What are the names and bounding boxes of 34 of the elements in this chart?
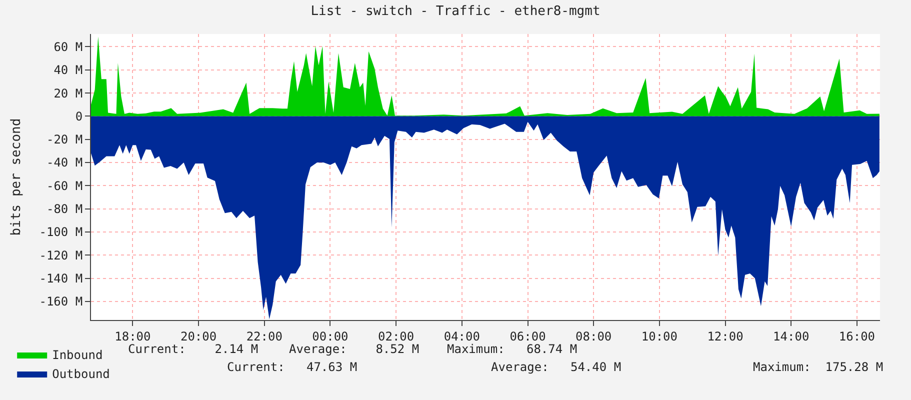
text: Current: 2.14 M bbox=[128, 342, 258, 356]
x-tick-label: 04:00 bbox=[444, 329, 480, 344]
y-tick-label: -120 M bbox=[39, 248, 83, 262]
x-tick-label: 14:00 bbox=[773, 329, 810, 344]
text: Average: 8.52 M bbox=[289, 342, 420, 356]
legend-label: Inbound bbox=[52, 348, 103, 362]
x-tick-label: 00:00 bbox=[312, 329, 348, 344]
y-tick-label: 40 M bbox=[54, 63, 83, 78]
text: Average: 54.40 M bbox=[491, 360, 622, 374]
x-tick-label: 22:00 bbox=[246, 329, 282, 344]
y-tick-label: -160 M bbox=[39, 294, 83, 309]
y-tick-label: -40 M bbox=[46, 156, 83, 170]
text: Maximum: 175.28 M bbox=[753, 360, 884, 374]
y-tick-label: -20 M bbox=[46, 132, 83, 147]
y-tick-label: 20 M bbox=[54, 86, 83, 100]
text: Maximum: 68.74 M bbox=[447, 342, 578, 356]
y-tick-label: -60 M bbox=[46, 178, 83, 193]
x-tick-label: 18:00 bbox=[114, 329, 151, 344]
y-axis-title: bits per second bbox=[9, 118, 24, 236]
x-tick-label: 16:00 bbox=[838, 329, 876, 344]
y-tick-label: 0 bbox=[75, 109, 83, 124]
x-tick-label: 20:00 bbox=[180, 329, 217, 344]
y-tick-label: -140 M bbox=[39, 272, 83, 286]
x-tick-label: 10:00 bbox=[641, 329, 678, 344]
text: Current: 47.63 M bbox=[227, 360, 358, 374]
y-tick-label: 60 M bbox=[54, 40, 83, 54]
chart-title: List - switch - Traffic - ether8-mgmt bbox=[310, 4, 600, 20]
x-tick-label: 06:00 bbox=[510, 329, 546, 344]
x-tick-label: 02:00 bbox=[378, 329, 414, 344]
y-tick-label: -100 M bbox=[39, 225, 83, 240]
y-tick-label: -80 M bbox=[46, 202, 83, 216]
x-tick-label: 08:00 bbox=[576, 329, 612, 344]
x-tick-label: 12:00 bbox=[707, 329, 744, 344]
legend-label: Outbound bbox=[52, 367, 110, 382]
